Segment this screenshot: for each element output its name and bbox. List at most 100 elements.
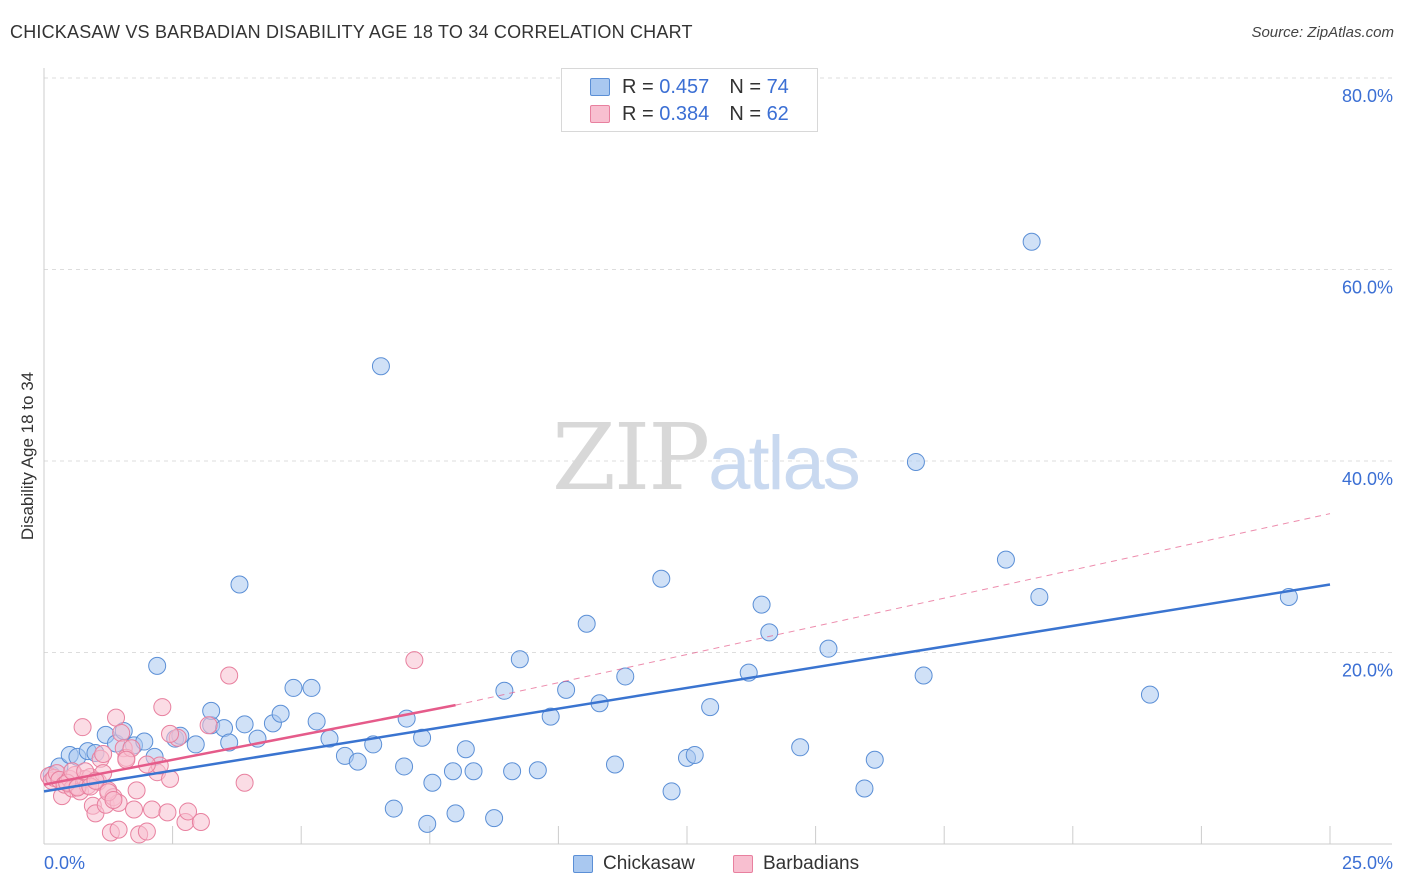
chickasaw-point <box>371 357 390 376</box>
chickasaw-point <box>701 698 720 717</box>
y-tick-label: 20.0% <box>1342 661 1393 681</box>
legend-row-chickasaw: R = 0.457 N = 74 <box>590 75 789 99</box>
chickasaw-point <box>605 755 624 774</box>
chickasaw-point <box>443 762 462 781</box>
barbadians-point <box>191 812 210 831</box>
r-label: R = <box>622 102 654 125</box>
chickasaw-point <box>855 779 874 798</box>
watermark-zip: ZIP <box>552 404 710 511</box>
chickasaw-point <box>220 733 239 752</box>
chickasaw-point <box>302 678 321 697</box>
chickasaw-point <box>395 757 414 776</box>
barbadians-point <box>158 803 177 822</box>
chickasaw-point <box>1030 587 1049 606</box>
legend-row-barbadians: R = 0.384 N = 62 <box>590 102 789 126</box>
chickasaw-point <box>819 639 838 658</box>
chickasaw-point <box>495 681 514 700</box>
chickasaw-point <box>148 656 167 675</box>
n-label: N = <box>729 102 761 125</box>
chickasaw-point <box>662 782 681 801</box>
chickasaw-point <box>503 762 522 781</box>
chickasaw-point <box>541 707 560 726</box>
x-tick-label: 0.0% <box>44 853 85 873</box>
barbadians-legend-label: Barbadians <box>763 853 860 874</box>
chickasaw-points <box>42 232 1298 833</box>
r-label: R = <box>622 75 654 98</box>
chickasaw-point <box>384 799 403 818</box>
chickasaw-r-value: 0.457 <box>659 75 710 98</box>
barbadians-point <box>153 698 172 717</box>
chickasaw-point <box>186 735 205 754</box>
chart-title: CHICKASAW VS BARBADIAN DISABILITY AGE 18… <box>10 22 693 42</box>
chickasaw-point <box>418 814 437 833</box>
chickasaw-point <box>271 704 290 723</box>
barbadians-point <box>161 724 180 743</box>
barbadians-points <box>40 651 424 844</box>
axis-layer <box>43 68 1392 845</box>
barbadians-trend-line <box>43 703 456 786</box>
barbadians-swatch <box>590 105 610 123</box>
chickasaw-point <box>652 569 671 588</box>
chickasaw-legend-label: Chickasaw <box>603 853 695 874</box>
chickasaw-point <box>865 750 884 769</box>
chickasaw-point <box>284 678 303 697</box>
barbadians-point <box>107 708 126 727</box>
x-tick-label: 25.0% <box>1342 853 1393 873</box>
barbadians-legend-swatch <box>733 855 753 873</box>
chickasaw-point <box>685 745 704 764</box>
barbadians-point <box>220 666 239 685</box>
barbadians-point <box>179 802 198 821</box>
barbadians-point <box>125 800 144 819</box>
watermark: ZIPatlas <box>552 404 861 511</box>
chickasaw-point <box>752 595 771 614</box>
source-label: Source: ZipAtlas.com <box>1251 24 1394 41</box>
trend-layer <box>43 513 1331 793</box>
chickasaw-point <box>577 614 596 633</box>
barbadians-point <box>137 822 156 841</box>
chickasaw-point <box>557 680 576 699</box>
chickasaw-point <box>906 452 925 471</box>
chickasaw-swatch <box>590 78 610 96</box>
chickasaw-point <box>423 773 442 792</box>
grid-layer <box>44 77 1392 653</box>
chickasaw-point <box>1140 685 1159 704</box>
barbadians-point <box>109 820 128 839</box>
chickasaw-point <box>413 728 432 747</box>
chickasaw-point <box>616 667 635 686</box>
barbadians-point <box>127 781 146 800</box>
chickasaw-point <box>914 666 933 685</box>
barbadians-point <box>199 716 218 735</box>
barbadians-point <box>405 651 424 670</box>
chickasaw-legend-swatch <box>573 855 593 873</box>
chickasaw-point <box>464 762 483 781</box>
barbadians-point <box>235 773 254 792</box>
chickasaw-point <box>791 738 810 757</box>
y-tick-label: 60.0% <box>1342 278 1393 298</box>
chickasaw-point <box>996 550 1015 569</box>
watermark-atlas: atlas <box>708 421 861 506</box>
chickasaw-point <box>485 809 504 828</box>
tick-label-layer: 20.0% 40.0% 60.0% 80.0% 0.0% 25.0% <box>44 86 1393 873</box>
bottom-legend-chickasaw: Chickasaw <box>573 852 695 876</box>
barbadians-r-value: 0.384 <box>659 102 710 125</box>
barbadians-point <box>104 790 123 809</box>
chickasaw-point <box>1022 232 1041 251</box>
chickasaw-point <box>230 575 249 594</box>
n-label: N = <box>729 75 761 98</box>
y-axis-label: Disability Age 18 to 34 <box>18 371 37 541</box>
barbadians-point <box>94 744 113 763</box>
chickasaw-point <box>760 623 779 642</box>
barbadians-n-value: 62 <box>766 102 789 125</box>
barbadians-point <box>117 750 136 769</box>
y-tick-label: 80.0% <box>1342 86 1393 106</box>
chickasaw-trend-line <box>43 583 1331 793</box>
chickasaw-point <box>528 761 547 780</box>
chickasaw-point <box>235 715 254 734</box>
chickasaw-point <box>456 740 475 759</box>
chickasaw-point <box>348 752 367 771</box>
barbadians-trend-extension <box>455 513 1331 706</box>
chickasaw-point <box>446 804 465 823</box>
chickasaw-point <box>510 650 529 669</box>
barbadians-point <box>112 723 131 742</box>
